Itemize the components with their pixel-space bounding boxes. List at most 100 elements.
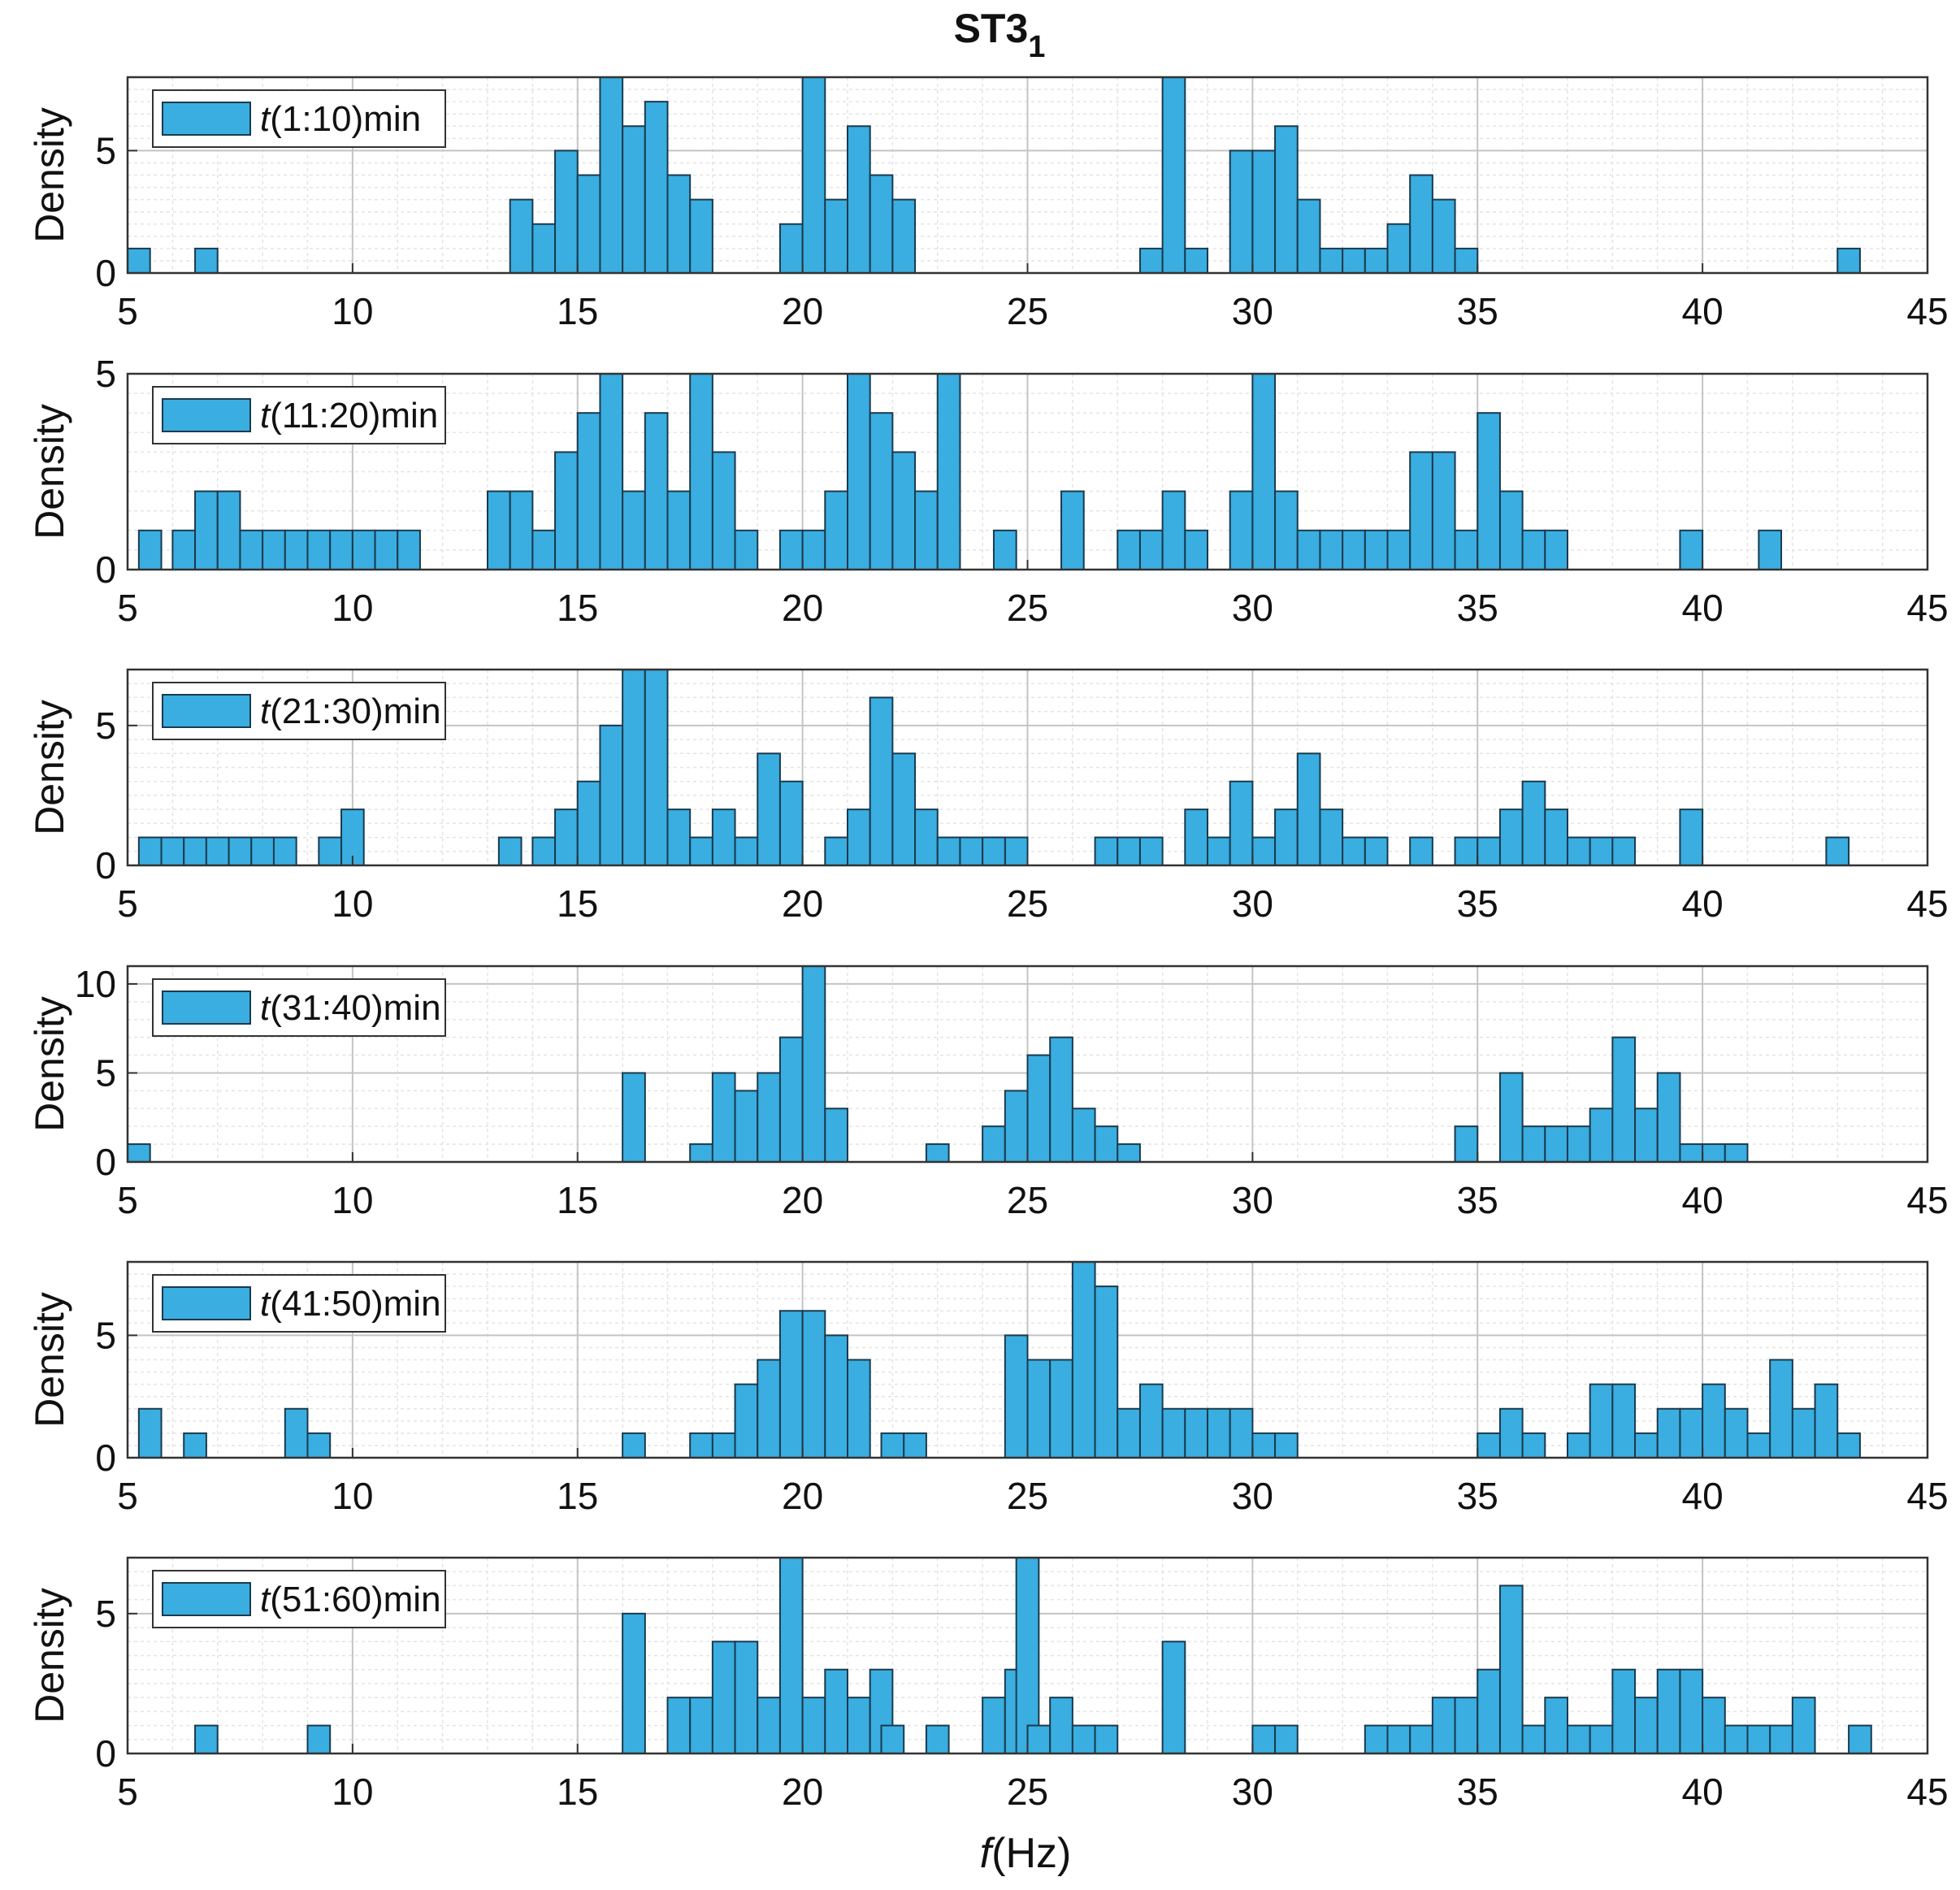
x-tick-label: 20: [782, 882, 823, 925]
histogram-bar: [1769, 1359, 1793, 1459]
x-tick-label: 5: [117, 290, 138, 332]
histogram-bar: [622, 125, 646, 274]
x-tick-label: 25: [1007, 290, 1048, 332]
histogram-bar: [1229, 1407, 1254, 1459]
histogram-bar: [914, 490, 939, 570]
y-axis-label: Density: [27, 1588, 72, 1723]
histogram-bar: [1836, 247, 1861, 274]
histogram-bar: [734, 1383, 759, 1459]
histogram-bar: [284, 1407, 309, 1459]
histogram-bar: [374, 529, 399, 570]
x-tick-label: 25: [1007, 1179, 1048, 1221]
figure-title-main: ST3: [954, 6, 1029, 51]
histogram-bar: [1251, 1724, 1277, 1755]
histogram-bar: [1702, 1383, 1726, 1459]
histogram-bar: [599, 724, 624, 866]
histogram-bar: [734, 836, 759, 866]
histogram-bar: [711, 1641, 736, 1755]
histogram-bar: [757, 1072, 781, 1164]
figure-title-subscript: 1: [1028, 30, 1045, 64]
histogram-bar: [306, 1724, 332, 1755]
histogram-bar: [160, 836, 185, 866]
histogram-bar: [1679, 1143, 1704, 1164]
histogram-bar: [1477, 836, 1501, 866]
histogram-bar: [711, 808, 736, 867]
legend-label-range: (21:30)min: [270, 691, 440, 731]
histogram-bar: [847, 1359, 871, 1459]
histogram-bar: [1296, 198, 1321, 274]
histogram-bar: [1791, 1697, 1816, 1754]
histogram-bar: [1117, 1407, 1141, 1459]
legend-label: t(41:50)min: [260, 1284, 441, 1324]
histogram-bar: [711, 451, 736, 571]
x-tick-label: 10: [332, 1771, 373, 1813]
histogram-bar: [689, 1143, 713, 1164]
x-tick-label: 20: [782, 1179, 823, 1221]
y-axis-label: Density: [27, 700, 72, 835]
histogram-bar: [1207, 1407, 1231, 1459]
histogram-bar: [1454, 836, 1479, 866]
legend-label-variable: t: [260, 691, 271, 731]
histogram-bar: [1342, 529, 1366, 570]
histogram-bar: [1431, 451, 1456, 571]
histogram-bar: [1724, 1143, 1749, 1164]
histogram-bar: [1117, 1143, 1141, 1164]
x-tick-label: 35: [1457, 1771, 1498, 1813]
x-tick-label: 30: [1232, 1179, 1273, 1221]
histogram-bar: [1679, 1407, 1704, 1459]
x-tick-label: 20: [782, 587, 823, 629]
x-tick-label: 15: [557, 290, 598, 332]
x-tick-label: 45: [1906, 882, 1948, 925]
histogram-bar: [1634, 1432, 1659, 1459]
histogram-bar: [622, 1612, 646, 1755]
legend-label-range: (1:10)min: [270, 99, 421, 139]
legend-label: t(31:40)min: [260, 988, 441, 1028]
histogram-panels: 5 10 15 20 25 30 35 40 45 0 5 Density t (1:10)min 5 10 1…: [27, 76, 1949, 1813]
x-tick-label: 40: [1682, 290, 1724, 332]
histogram-bar: [666, 174, 692, 274]
histogram-bar: [1409, 451, 1433, 571]
histogram-bar: [622, 669, 646, 866]
histogram-bar: [801, 76, 826, 274]
histogram-bar: [599, 373, 624, 570]
x-tick-label: 15: [557, 882, 598, 925]
histogram-bar: [1589, 836, 1614, 866]
y-tick-label: 0: [95, 1141, 116, 1183]
histogram-bar: [1161, 1641, 1186, 1755]
histogram-bar: [1319, 808, 1344, 867]
x-tick-label: 35: [1457, 290, 1498, 332]
y-tick-label: 5: [95, 1314, 116, 1356]
legend-label-range: (11:20)min: [270, 396, 438, 436]
histogram-bar: [925, 1724, 950, 1755]
histogram-bar: [778, 223, 804, 274]
histogram-bar: [351, 529, 376, 570]
histogram-bar: [869, 412, 894, 571]
histogram-bar: [1342, 836, 1366, 866]
histogram-bar: [847, 1697, 871, 1754]
legend: t(51:60)min: [152, 1570, 446, 1628]
x-tick-label: 35: [1457, 1179, 1498, 1221]
x-tick-label: 20: [782, 290, 823, 332]
histogram-bar: [1184, 247, 1208, 274]
histogram-bar: [1004, 1334, 1029, 1459]
histogram-bar: [711, 1432, 736, 1459]
histogram-bar: [959, 836, 984, 866]
histogram-bar: [262, 529, 286, 570]
histogram-bar: [1454, 1697, 1479, 1754]
histogram-bar: [1611, 1036, 1637, 1163]
histogram-bar: [1015, 1557, 1040, 1754]
histogram-bar: [1060, 490, 1085, 570]
histogram-bar: [689, 198, 713, 274]
y-tick-label: 0: [95, 548, 116, 591]
histogram-bar: [137, 836, 163, 866]
histogram-bar: [1184, 808, 1208, 867]
histogram-bar: [554, 150, 579, 274]
legend-swatch: [162, 102, 251, 136]
histogram-bar: [531, 836, 557, 866]
histogram-bar: [1656, 1072, 1681, 1164]
histogram-bar: [644, 412, 669, 571]
x-tick-label: 15: [557, 1179, 598, 1221]
histogram-bar: [1161, 490, 1186, 570]
